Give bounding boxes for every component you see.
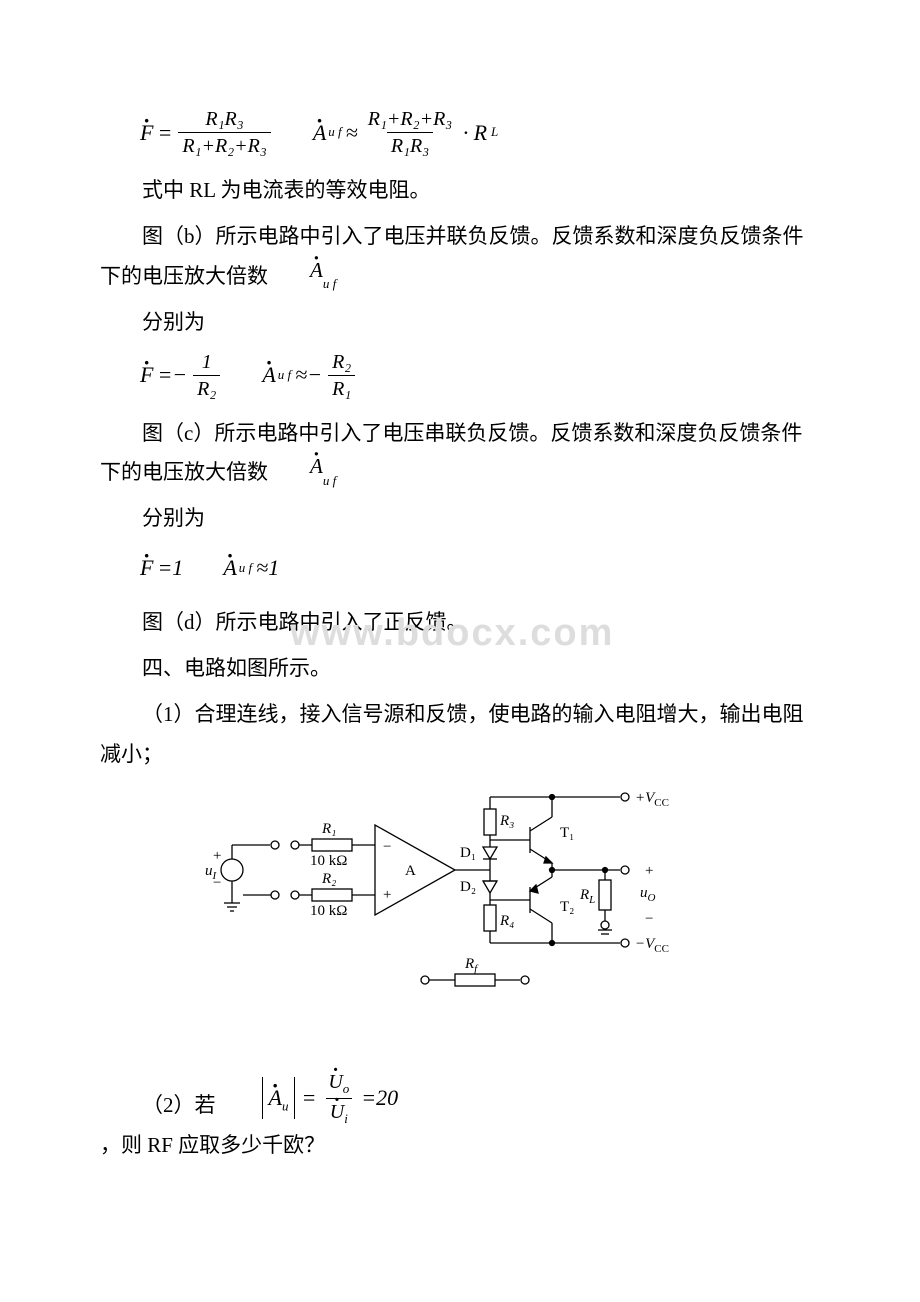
eq1-eq: = bbox=[157, 112, 172, 154]
svg-text:+: + bbox=[383, 887, 391, 903]
eq3-a-val: ≈1 bbox=[256, 547, 279, 589]
svg-text:R₂: R₂ bbox=[321, 871, 336, 887]
svg-text:10 kΩ: 10 kΩ bbox=[310, 903, 347, 919]
eq3-F-part: F =1 bbox=[140, 547, 183, 589]
eq1-F-part: F = R₁R₃ R₁+R₂+R₃ bbox=[140, 108, 273, 157]
eq1-RL: R bbox=[474, 112, 487, 154]
eq1-dot: · bbox=[462, 112, 469, 154]
eq2-eq: =− bbox=[157, 354, 187, 396]
equation-1: F = R₁R₃ R₁+R₂+R₃ A u f ≈ R₁+R₂+R₃ R₁R₃ … bbox=[140, 108, 820, 157]
q2-prefix: （2）若 bbox=[100, 1086, 216, 1126]
svg-text:−: − bbox=[645, 911, 653, 927]
q2-line: （2）若 Au = Uo Ui =20 bbox=[100, 1071, 820, 1127]
svg-text:R₃: R₃ bbox=[499, 813, 514, 829]
eq1-a-sub: u f bbox=[328, 120, 341, 145]
circuit-diagram: + − uI R₁ 10 kΩ R₂ bbox=[100, 785, 820, 1075]
eq2-a-sub: u f bbox=[278, 363, 291, 388]
eq2-den1: R₂ bbox=[193, 375, 220, 400]
eq3-f: F bbox=[140, 547, 153, 589]
svg-text:D₁: D₁ bbox=[460, 845, 476, 861]
eq2-frac2: R₂ R₁ bbox=[328, 351, 355, 400]
eq2-f: F bbox=[140, 354, 153, 396]
inline-auf-1-sub: u f bbox=[323, 276, 336, 291]
q2-A: A bbox=[269, 1077, 282, 1119]
svg-text:+VCC: +VCC bbox=[635, 790, 669, 809]
inline-auf-2-a: A bbox=[268, 447, 323, 487]
svg-text:−VCC: −VCC bbox=[635, 936, 669, 955]
eq2-frac1: 1 R₂ bbox=[193, 351, 220, 400]
svg-text:RL: RL bbox=[579, 887, 595, 906]
svg-text:R₁: R₁ bbox=[321, 821, 336, 837]
eq1-num1: R₁R₃ bbox=[201, 108, 247, 132]
para-2: 图（b）所示电路中引入了电压并联负反馈。反馈系数和深度负反馈条件下的电压放大倍数… bbox=[100, 217, 820, 297]
para-4a: 图（c）所示电路中引入了电压串联负反馈。反馈系数和深度负反馈条件下的电压放大倍数 bbox=[100, 421, 802, 485]
svg-text:10 kΩ: 10 kΩ bbox=[310, 853, 347, 869]
para-1: 式中 RL 为电流表的等效电阻。 bbox=[100, 171, 820, 211]
svg-text:uO: uO bbox=[640, 885, 656, 904]
eq2-num2: R₂ bbox=[328, 351, 355, 375]
svg-text:+: + bbox=[645, 863, 653, 879]
svg-text:+: + bbox=[212, 848, 222, 864]
svg-text:D₂: D₂ bbox=[460, 879, 476, 895]
eq3-f-val: =1 bbox=[157, 547, 183, 589]
para-5: 分别为 bbox=[100, 499, 820, 539]
para-8: （1）合理连线，接入信号源和反馈，使电路的输入电阻增大，输出电阻减小； bbox=[100, 695, 820, 775]
eq2-A-part: A u f ≈− R₂ R₁ bbox=[262, 351, 357, 400]
eq3-a-sub: u f bbox=[239, 556, 252, 581]
svg-text:T₁: T₁ bbox=[560, 825, 574, 841]
q2-eq: = bbox=[301, 1077, 316, 1119]
eq2-den2: R₁ bbox=[328, 375, 355, 400]
para-9: ，则 RF 应取多少千欧？ bbox=[100, 1126, 820, 1166]
svg-text:−: − bbox=[383, 839, 391, 855]
inline-auf-1-a: A bbox=[268, 251, 323, 291]
f-dot-symbol: F bbox=[140, 112, 153, 154]
eq1-frac1: R₁R₃ R₁+R₂+R₃ bbox=[178, 108, 271, 157]
q2-equation: Au = Uo Ui =20 bbox=[262, 1071, 399, 1127]
svg-text:A: A bbox=[405, 863, 416, 879]
svg-text:Rf: Rf bbox=[464, 956, 479, 975]
eq2-a: A bbox=[262, 354, 275, 396]
eq1-den2: R₁R₃ bbox=[387, 132, 433, 157]
para-6: 图（d）所示电路中引入了正反馈。 bbox=[100, 603, 820, 643]
q2-A-sub: u bbox=[282, 1099, 289, 1114]
svg-text:T₂: T₂ bbox=[560, 899, 574, 915]
q2-frac: Uo Ui bbox=[324, 1071, 353, 1127]
para-2a: 图（b）所示电路中引入了电压并联负反馈。反馈系数和深度负反馈条件下的电压放大倍数 bbox=[100, 224, 804, 288]
a-dot-symbol: A bbox=[313, 112, 326, 154]
eq1-frac2: R₁+R₂+R₃ R₁R₃ bbox=[364, 108, 457, 157]
equation-3: F =1 A u f ≈1 bbox=[140, 547, 820, 589]
para-7: 四、电路如图所示。 bbox=[100, 649, 820, 689]
eq3-a: A bbox=[223, 547, 236, 589]
equation-2: F =− 1 R₂ A u f ≈− R₂ R₁ bbox=[140, 351, 820, 400]
eq1-A-part: A u f ≈ R₁+R₂+R₃ R₁R₃ · RL bbox=[313, 108, 498, 157]
svg-text:R₄: R₄ bbox=[499, 913, 514, 929]
q2-abs: Au bbox=[262, 1077, 296, 1119]
q2-den: Ui bbox=[326, 1098, 352, 1126]
eq2-approx: ≈− bbox=[295, 354, 322, 396]
eq3-A-part: A u f ≈1 bbox=[223, 547, 279, 589]
eq1-num2: R₁+R₂+R₃ bbox=[364, 108, 457, 132]
para-3: 分别为 bbox=[100, 303, 820, 343]
para-4: 图（c）所示电路中引入了电压串联负反馈。反馈系数和深度负反馈条件下的电压放大倍数… bbox=[100, 414, 820, 494]
eq1-den1: R₁+R₂+R₃ bbox=[178, 132, 271, 157]
eq1-RL-sub: L bbox=[491, 120, 498, 145]
eq2-F-part: F =− 1 R₂ bbox=[140, 351, 222, 400]
eq1-approx: ≈ bbox=[346, 112, 358, 154]
eq2-num1: 1 bbox=[198, 351, 216, 375]
q2-val: =20 bbox=[361, 1077, 398, 1119]
inline-auf-2-sub: u f bbox=[323, 473, 336, 488]
